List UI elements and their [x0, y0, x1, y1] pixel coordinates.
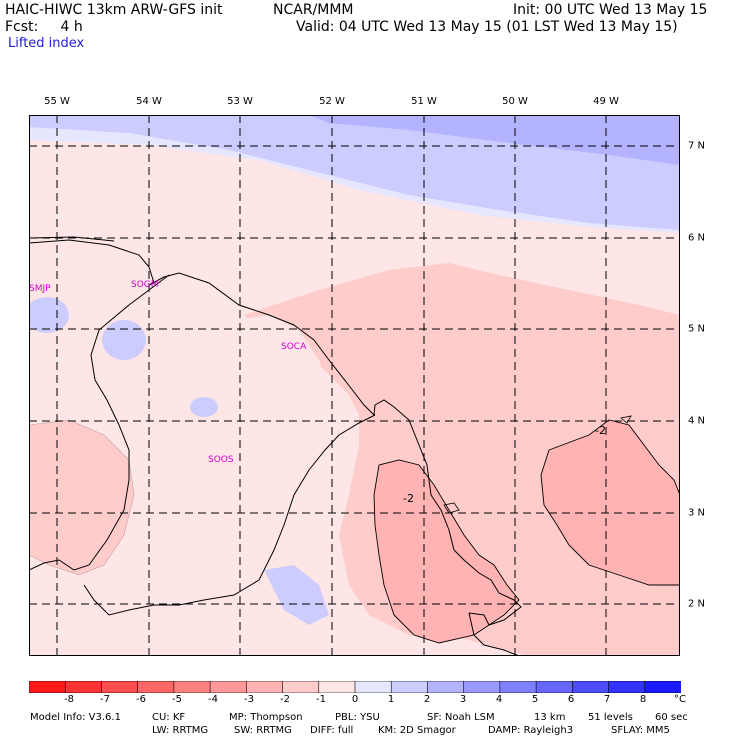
colorbar-label: 6 [567, 694, 575, 705]
colorbar-swatch [354, 681, 393, 693]
colorbar-label: 5 [531, 694, 539, 705]
colorbar [29, 681, 681, 693]
contour-label: -2 [595, 424, 606, 437]
contour-minus2-small [443, 502, 460, 514]
footer-levels: 51 levels [588, 712, 633, 723]
colorbar-swatch [463, 681, 501, 693]
footer-sw: SW: RRTMG [234, 725, 292, 736]
footer-damp: DAMP: Rayleigh3 [488, 725, 574, 736]
colorbar-label: 3 [459, 694, 467, 705]
lat-label: 4 N [688, 415, 706, 427]
footer-timestep: 60 sec [655, 712, 688, 723]
contour-label: -2 [403, 492, 414, 505]
contour-minus2 [373, 459, 520, 644]
colorbar-label: 0 [351, 694, 359, 705]
footer-mp: MP: Thompson [229, 712, 303, 723]
footer-pbl: PBL: YSU [335, 712, 380, 723]
colorbar-swatch [318, 681, 356, 693]
station-label: SOOS [208, 455, 234, 465]
footer-cu: CU: KF [152, 712, 186, 723]
colorbar-label: 4 [495, 694, 503, 705]
colorbar-swatch [572, 681, 610, 693]
field-blue-deep [309, 115, 680, 165]
colorbar-swatch [427, 681, 465, 693]
valid-time: Valid: 04 UTC Wed 13 May 15 (01 LST Wed … [296, 19, 678, 35]
colorbar-swatch [499, 681, 537, 693]
footer-diff: DIFF: full [310, 725, 354, 736]
colorbar-label: 2 [423, 694, 431, 705]
colorbar-label: 7 [603, 694, 611, 705]
lon-label: 55 W [44, 96, 70, 107]
field-blue-blob [29, 297, 69, 333]
init-time: Init: 00 UTC Wed 13 May 15 [513, 2, 708, 18]
field-pink-east [244, 263, 680, 656]
colorbar-swatch [209, 681, 248, 693]
org-label: NCAR/MMM [273, 2, 354, 18]
lat-label: 2 N [688, 598, 706, 610]
colorbar-swatch [173, 681, 211, 693]
border-brazil [468, 612, 520, 656]
field-name: Lifted index [8, 36, 85, 51]
contour-edge [29, 419, 135, 576]
colorbar-label: -2 [280, 694, 290, 705]
map-frame [29, 115, 680, 656]
lon-label: 54 W [136, 96, 162, 107]
field-darker-pink-coast [374, 460, 519, 643]
colorbar-label: -8 [64, 694, 74, 705]
field-blue-blob [102, 320, 146, 360]
field-pink-west [29, 420, 134, 575]
lat-label: 6 N [688, 232, 706, 244]
lon-label: 50 W [502, 96, 528, 107]
border-suriname [29, 274, 170, 571]
lon-label: 51 W [411, 96, 437, 107]
station-label: SOGM [131, 280, 159, 290]
lat-label: 3 N [688, 507, 706, 519]
colorbar-label: -3 [244, 694, 254, 705]
contour-minus2-small [620, 415, 632, 424]
field-blue-blob [190, 397, 218, 417]
colorbar-swatch [282, 681, 320, 693]
colorbar-swatch [64, 681, 103, 693]
colorbar-swatch [101, 681, 139, 693]
footer-model-info: Model Info: V3.6.1 [30, 712, 121, 723]
colorbar-label: -1 [316, 694, 326, 705]
latlon-grid [29, 115, 680, 656]
contour-minus2 [540, 419, 680, 586]
footer-sf: SF: Noah LSM [427, 712, 495, 723]
station-label: SMJP [29, 284, 51, 294]
lat-label: 7 N [688, 140, 706, 152]
colorbar-swatch [137, 681, 175, 693]
model-title: HAIC-HIWC 13km ARW-GFS init [5, 2, 223, 18]
field-blue-blob [264, 565, 329, 625]
colorbar-swatch [246, 681, 284, 693]
lon-label: 52 W [319, 96, 345, 107]
colorbar-label: -7 [100, 694, 110, 705]
colorbar-label: 1 [387, 694, 395, 705]
forecast-hour: Fcst: 4 h [5, 19, 83, 35]
colorbar-swatch [390, 681, 429, 693]
footer-lw: LW: RRTMG [152, 725, 209, 736]
footer-km: KM: 2D Smagor [378, 725, 456, 736]
lon-label: 49 W [593, 96, 619, 107]
colorbar-label: -6 [136, 694, 146, 705]
colorbar-label: -5 [172, 694, 182, 705]
colorbar-label: 8 [639, 694, 647, 705]
colorbar-swatch [535, 681, 574, 693]
station-label: SOCA [281, 342, 307, 352]
colorbar-label: -4 [208, 694, 218, 705]
coastline [29, 239, 522, 626]
footer-resolution: 13 km [534, 712, 566, 723]
footer-sflay: SFLAY: MM5 [611, 725, 670, 736]
field-darker-pink-east [541, 420, 680, 585]
field-light-pink-patch [234, 315, 329, 415]
colorbar-swatch [644, 681, 681, 693]
colorbar-swatch [608, 681, 646, 693]
border-french-guiana [83, 414, 376, 616]
colorbar-swatch [29, 681, 67, 693]
lon-label: 53 W [227, 96, 253, 107]
lat-label: 5 N [688, 323, 706, 335]
colorbar-unit: °C [674, 694, 686, 705]
lifted-index-map: SMJP SOGM SOCA SOOS -2 -2 [29, 115, 680, 656]
